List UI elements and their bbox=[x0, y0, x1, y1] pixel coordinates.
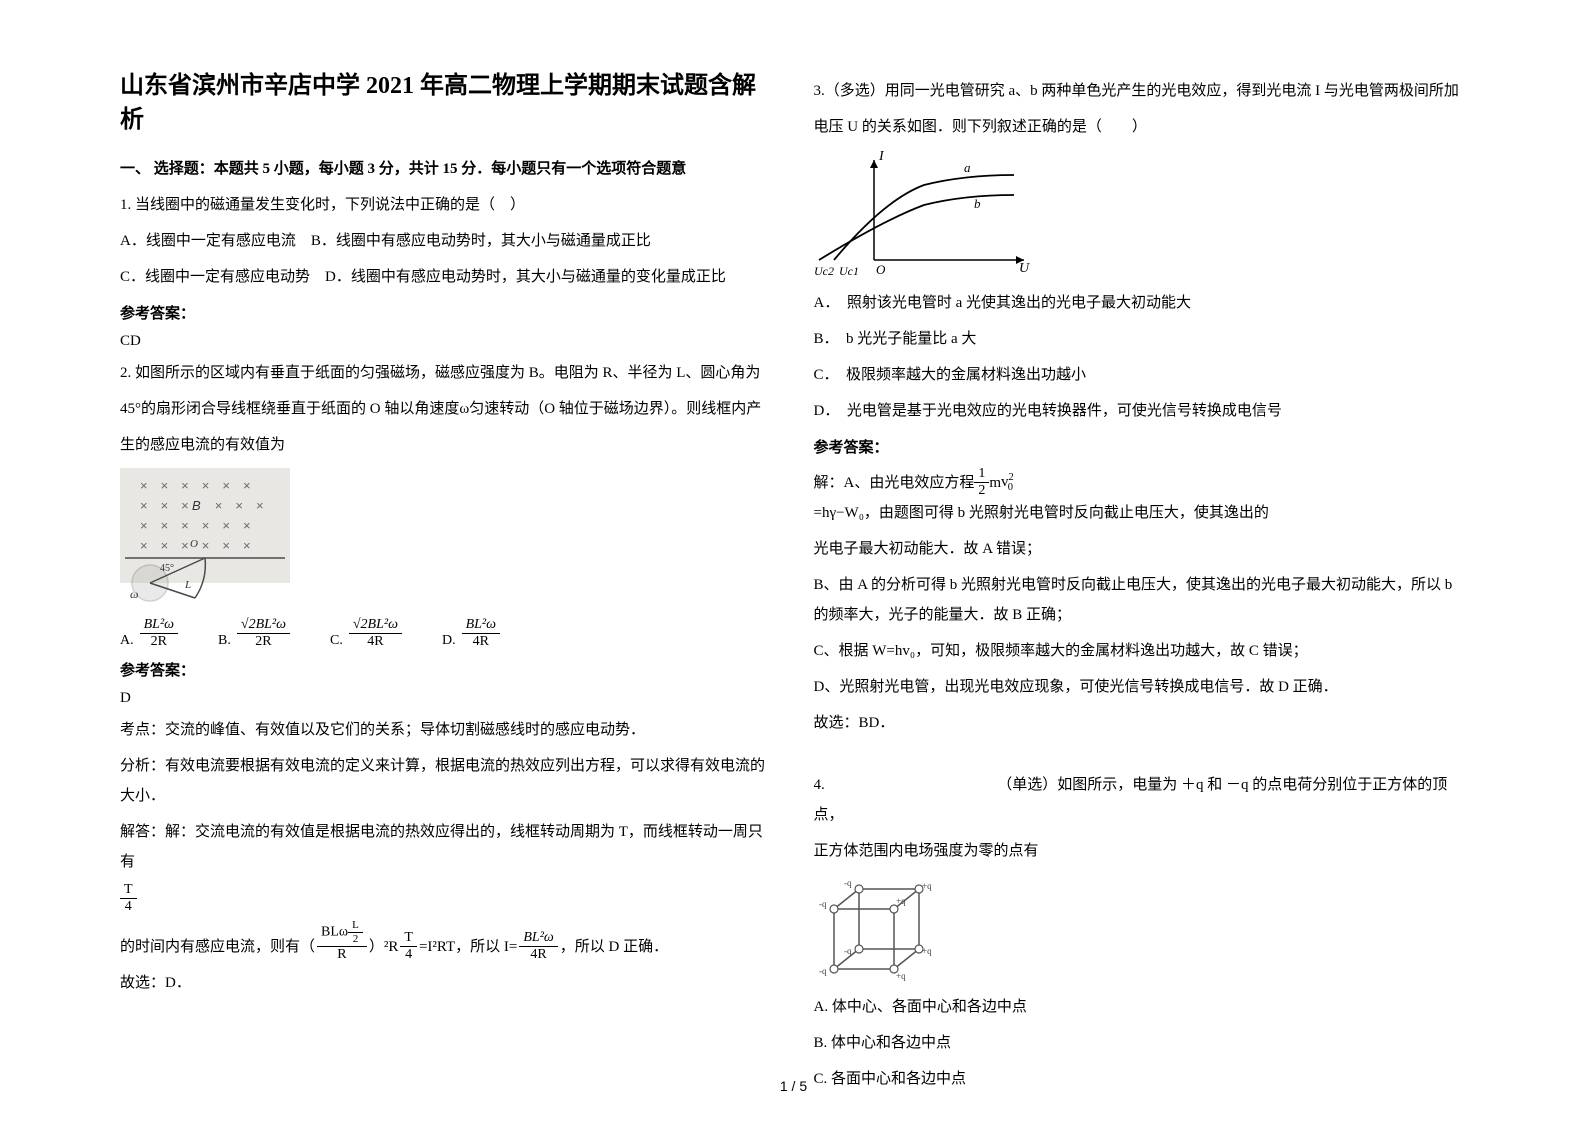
q2-analysis: 分析：有效电流要根据有效电流的定义来计算，根据电流的热效应列出方程，可以求得有效… bbox=[120, 751, 774, 811]
svg-text:L: L bbox=[184, 579, 191, 591]
q3-sol-d: D、光照射光电管，出现光电效应现象，可使光信号转换成电信号．故 D 正确． bbox=[814, 672, 1468, 702]
q2-stem-3: 生的感应电流的有效值为 bbox=[120, 430, 774, 460]
q2-opt-d: D. BL²ω4R bbox=[442, 618, 500, 649]
q1-answer: CD bbox=[120, 333, 774, 350]
section-heading: 一、 选择题：本题共 5 小题，每小题 3 分，共计 15 分．每小题只有一个选… bbox=[120, 157, 774, 178]
svg-text:O: O bbox=[190, 538, 198, 550]
q4-opt-a: A. 体中心、各面中心和各边中点 bbox=[814, 992, 1468, 1022]
q3-sol-c: C、根据 W=hv₀，可知，极限频率越大的金属材料逸出功越大，故 C 错误； bbox=[814, 636, 1468, 666]
q1-stem: 1. 当线圈中的磁通量发生变化时，下列说法中正确的是（ ） bbox=[120, 190, 774, 220]
q2-frac-t4: T4 bbox=[120, 883, 774, 914]
q1-opt-ab: A．线圈中一定有感应电流 B．线圈中有感应电动势时，其大小与磁通量成正比 bbox=[120, 226, 774, 256]
svg-text:-q: -q bbox=[819, 966, 827, 976]
page-title: 山东省滨州市辛店中学 2021 年高二物理上学期期末试题含解析 bbox=[120, 70, 774, 137]
q2-stem-2: 45°的扇形闭合导线框绕垂直于纸面的 O 轴以角速度ω匀速转动（O 轴位于磁场边… bbox=[120, 394, 774, 424]
q3-graph: I U O a b Uc1 Uc2 bbox=[814, 150, 1034, 280]
svg-text:× × × × × ×: × × × × × × bbox=[140, 478, 251, 493]
q2-options: A. BL²ω2R B. √2BL²ω2R C. √2BL²ω4R D. BL²… bbox=[120, 618, 774, 649]
svg-text:+q: +q bbox=[922, 946, 932, 956]
svg-text:O: O bbox=[876, 262, 886, 277]
q2-opt-b: B. √2BL²ω2R bbox=[218, 618, 290, 649]
svg-text:Uc1: Uc1 bbox=[839, 264, 859, 278]
svg-text:-q: -q bbox=[844, 946, 852, 956]
svg-text:+q: +q bbox=[922, 881, 932, 891]
q3-sol-a2: 光电子最大初动能大．故 A 错误； bbox=[814, 534, 1468, 564]
q1-opt-cd: C．线圈中一定有感应电动势 D．线圈中有感应电动势时，其大小与磁通量的变化量成正… bbox=[120, 262, 774, 292]
svg-text:45°: 45° bbox=[160, 563, 174, 574]
q3-opt-d: D． 光电管是基于光电效应的光电转换器件，可使光信号转换成电信号 bbox=[814, 396, 1468, 426]
q2-solution-2: 的时间内有感应电流，则有（ BLωL2 R ）²R T4 =I²RT，所以 I=… bbox=[120, 920, 774, 962]
svg-text:I: I bbox=[878, 150, 885, 164]
svg-text:a: a bbox=[964, 160, 971, 175]
svg-text:× × × × × ×: × × × × × × bbox=[140, 498, 264, 513]
svg-text:ω: ω bbox=[130, 587, 138, 601]
svg-text:+q: +q bbox=[896, 971, 906, 981]
q3-answer-label: 参考答案： bbox=[814, 436, 1468, 457]
q2-keypoint: 考点：交流的峰值、有效值以及它们的关系；导体切割磁感线时的感应电动势． bbox=[120, 715, 774, 745]
q3-opt-a: A． 照射该光电管时 a 光使其逸出的光电子最大初动能大 bbox=[814, 288, 1468, 318]
q2-opt-c: C. √2BL²ω4R bbox=[330, 618, 402, 649]
svg-text:-q: -q bbox=[844, 878, 852, 888]
svg-text:Uc2: Uc2 bbox=[814, 264, 834, 278]
q2-stem-1: 2. 如图所示的区域内有垂直于纸面的匀强磁场，磁感应强度为 B。电阻为 R、半径… bbox=[120, 358, 774, 388]
q1-answer-label: 参考答案： bbox=[120, 302, 774, 323]
svg-text:b: b bbox=[974, 196, 981, 211]
q2-solution-1: 解答：解：交流电流的有效值是根据电流的热效应得出的，线框转动周期为 T，而线框转… bbox=[120, 817, 774, 877]
q3-stem-1: 3.（多选）用同一光电管研究 a、b 两种单色光产生的光电效应，得到光电流 I … bbox=[814, 76, 1468, 106]
svg-text:× × × × × ×: × × × × × × bbox=[140, 518, 251, 533]
q3-opt-b: B． b 光光子能量比 a 大 bbox=[814, 324, 1468, 354]
q2-answer: D bbox=[120, 690, 774, 707]
svg-text:U: U bbox=[1019, 261, 1030, 276]
svg-text:B: B bbox=[192, 498, 201, 513]
q4-stem-1: 4. （单选）如图所示，电量为 ＋q 和 －q 的点电荷分别位于正方体的顶点， bbox=[814, 770, 1468, 830]
q2-opt-a: A. BL²ω2R bbox=[120, 618, 178, 649]
q3-sol-a: 解：A、由光电效应方程 12 m v20 =hγ−W₀，由题图可得 b 光照射光… bbox=[814, 467, 1468, 528]
q4-cube-diagram: -q +q -q +q -q +q -q +q bbox=[814, 874, 954, 984]
q3-stem-2: 电压 U 的关系如图．则下列叙述正确的是（ ） bbox=[814, 112, 1468, 142]
svg-text:-q: -q bbox=[819, 899, 827, 909]
q2-conclusion: 故选：D． bbox=[120, 968, 774, 998]
q2-diagram: × × × × × × × × × × × × B × × × × × × × … bbox=[120, 468, 290, 608]
svg-text:+q: +q bbox=[896, 896, 906, 906]
q3-sol-end: 故选：BD． bbox=[814, 708, 1468, 738]
q3-sol-b: B、由 A 的分析可得 b 光照射光电管时反向截止电压大，使其逸出的光电子最大初… bbox=[814, 570, 1468, 630]
q4-stem-2: 正方体范围内电场强度为零的点有 bbox=[814, 836, 1468, 866]
page-footer: 1 / 5 bbox=[0, 1078, 1587, 1094]
q2-answer-label: 参考答案： bbox=[120, 659, 774, 680]
q3-opt-c: C． 极限频率越大的金属材料逸出功越小 bbox=[814, 360, 1468, 390]
q4-opt-b: B. 体中心和各边中点 bbox=[814, 1028, 1468, 1058]
